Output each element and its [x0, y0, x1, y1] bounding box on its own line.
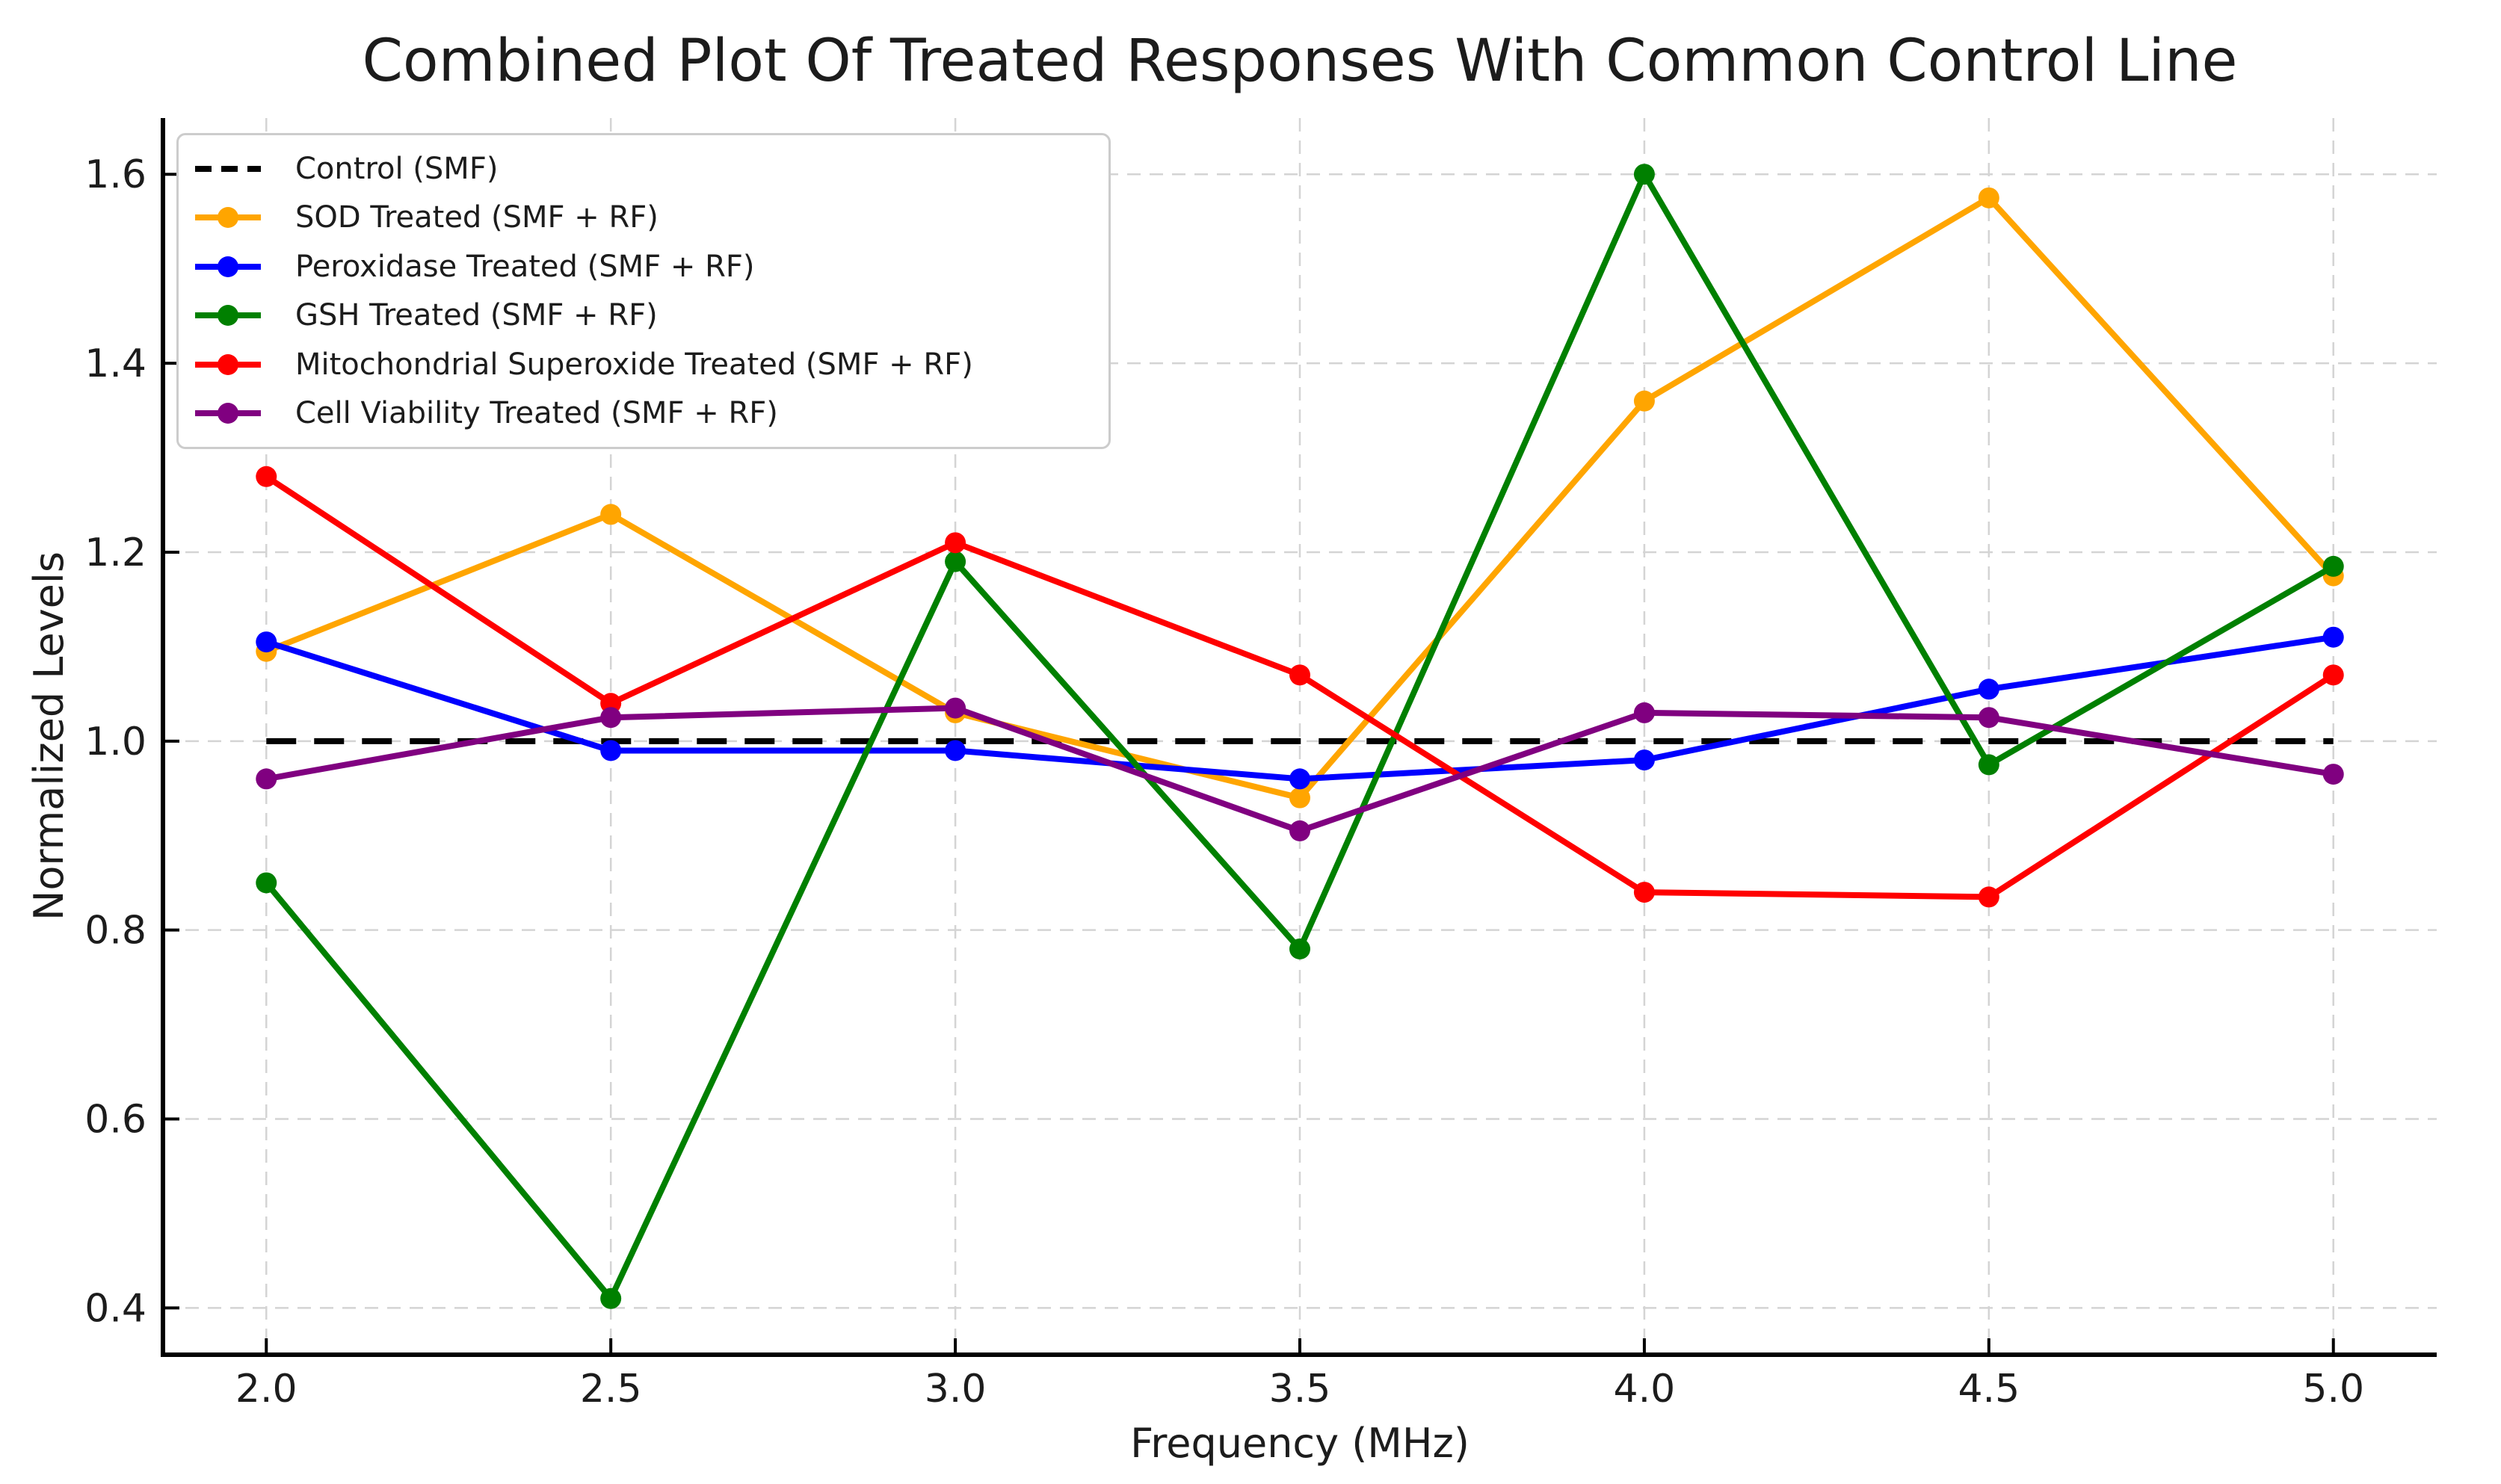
legend-item: SOD Treated (SMF + RF): [179, 200, 1108, 235]
legend-item-label: Peroxidase Treated (SMF + RF): [295, 249, 755, 284]
data-point: [2322, 664, 2344, 686]
data-point: [1978, 754, 1999, 776]
data-point: [1978, 187, 1999, 208]
legend-item: Cell Viability Treated (SMF + RF): [179, 396, 1108, 430]
data-point: [600, 504, 622, 525]
y-axis-label: Normalized Levels: [25, 551, 73, 921]
legend-line-marker-icon: [195, 353, 261, 375]
x-tick-label: 5.0: [2302, 1367, 2364, 1412]
y-tick-label: 1.6: [84, 152, 147, 197]
data-point: [1633, 702, 1655, 723]
y-tick-label: 1.4: [84, 341, 147, 386]
x-tick-label: 2.5: [580, 1367, 642, 1412]
data-point: [1633, 882, 1655, 903]
legend-item-label: Cell Viability Treated (SMF + RF): [295, 396, 778, 431]
legend-item-label: Mitochondrial Superoxide Treated (SMF + …: [295, 347, 973, 382]
data-point: [1289, 938, 1310, 959]
data-point: [945, 532, 966, 554]
legend: Control (SMF) SOD Treated (SMF + RF) Perox…: [176, 133, 1111, 449]
legend-line-marker-icon: [195, 207, 261, 229]
y-tick-label: 1.0: [84, 720, 147, 764]
legend-line-marker-icon: [195, 256, 261, 277]
y-tick-label: 0.8: [84, 909, 147, 953]
data-point: [600, 1287, 622, 1309]
data-point: [1633, 164, 1655, 185]
data-point: [2322, 764, 2344, 785]
x-tick-label: 3.5: [1269, 1367, 1331, 1412]
data-point: [256, 631, 277, 653]
legend-item-label: GSH Treated (SMF + RF): [295, 298, 658, 333]
data-point: [2322, 626, 2344, 648]
legend-item: Control (SMF): [179, 152, 1108, 186]
data-point: [600, 740, 622, 761]
data-point: [1289, 664, 1310, 686]
data-point: [1978, 707, 1999, 729]
data-point: [945, 551, 966, 572]
x-axis-label: Frequency (MHz): [1130, 1420, 1470, 1467]
legend-item-label: Control (SMF): [295, 151, 499, 186]
x-tick-label: 3.0: [925, 1367, 987, 1412]
x-tick-label: 4.0: [1614, 1367, 1676, 1412]
legend-line-marker-icon: [195, 403, 261, 424]
y-tick-label: 0.4: [84, 1286, 147, 1331]
data-point: [256, 872, 277, 894]
legend-item: Peroxidase Treated (SMF + RF): [179, 250, 1108, 284]
legend-item: GSH Treated (SMF + RF): [179, 298, 1108, 333]
legend-line-marker-icon: [195, 305, 261, 327]
data-point: [945, 740, 966, 761]
data-point: [1633, 390, 1655, 412]
data-point: [1633, 749, 1655, 771]
x-tick-label: 2.0: [235, 1367, 297, 1412]
legend-item-label: SOD Treated (SMF + RF): [295, 200, 659, 235]
data-point: [256, 466, 277, 487]
data-point: [1289, 820, 1310, 841]
data-point: [256, 768, 277, 790]
y-tick-label: 0.6: [84, 1098, 147, 1143]
data-point: [1978, 886, 1999, 908]
data-point: [600, 707, 622, 729]
legend-item: Mitochondrial Superoxide Treated (SMF + …: [179, 347, 1108, 382]
y-tick-label: 1.2: [84, 531, 147, 575]
data-point: [1289, 768, 1310, 790]
x-tick-label: 4.5: [1958, 1367, 2020, 1412]
legend-dashed-line-icon: [195, 165, 261, 172]
data-point: [2322, 555, 2344, 577]
data-point: [945, 697, 966, 719]
chart-title: Combined Plot Of Treated Responses With …: [362, 28, 2238, 95]
data-point: [1289, 787, 1310, 809]
data-point: [1978, 678, 1999, 700]
